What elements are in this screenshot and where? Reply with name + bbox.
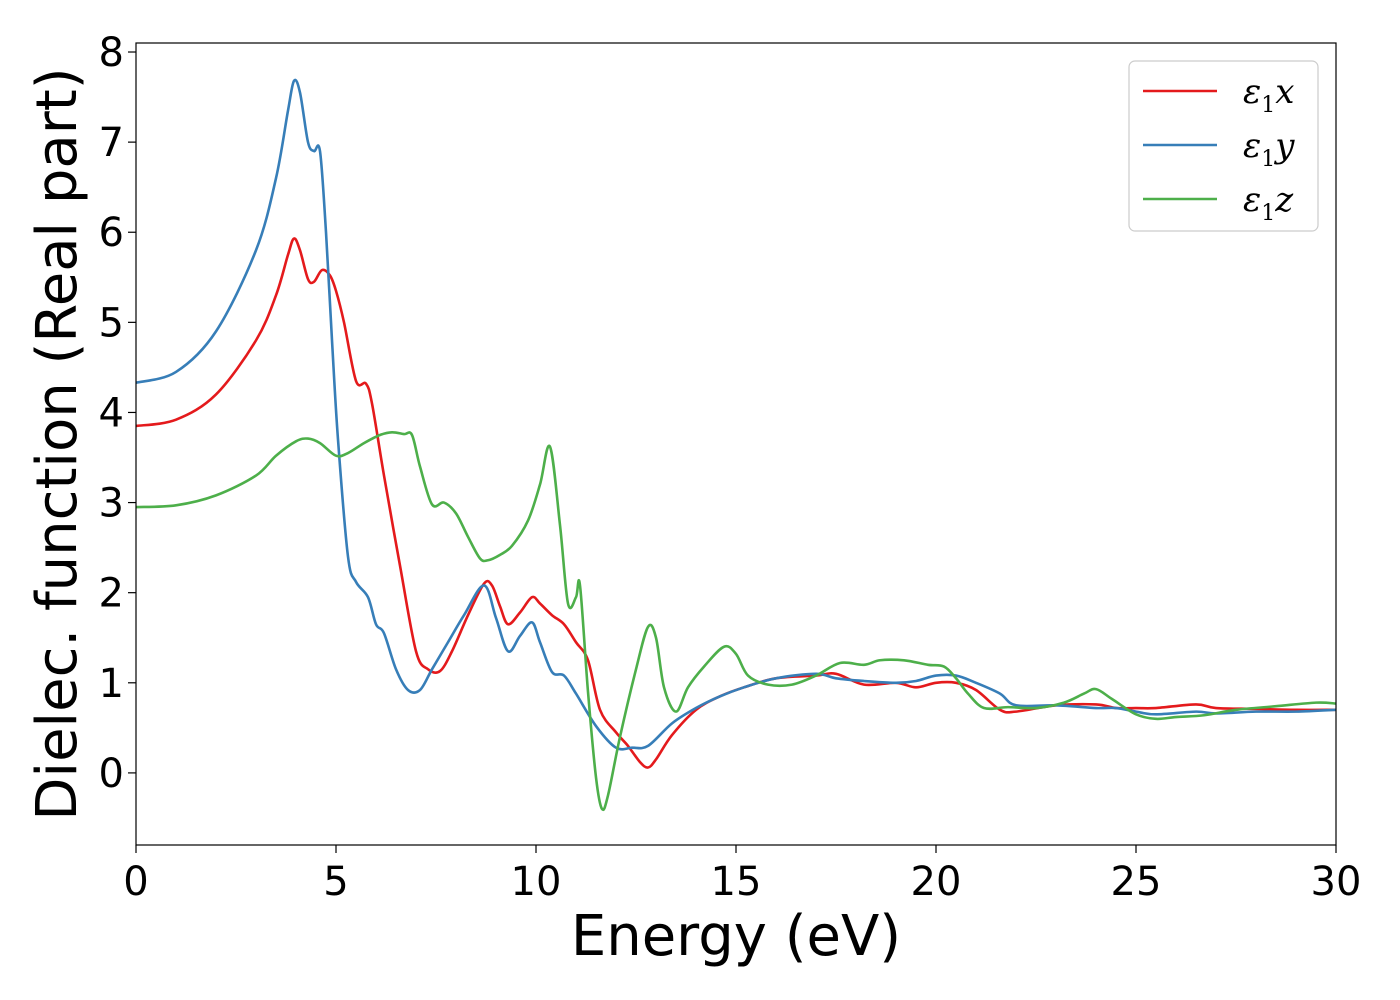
legend-label-sub: 1 — [1261, 93, 1275, 118]
legend-box — [1128, 60, 1319, 232]
y-tick-label: 5 — [99, 300, 124, 346]
x-tick-label: 20 — [911, 859, 962, 905]
legend-label-tail: x — [1275, 72, 1294, 112]
legend-label-sub: 1 — [1261, 201, 1275, 226]
legend-label-base: ε — [1243, 126, 1261, 166]
series-layer — [136, 78, 1336, 812]
legend-label-y: ε1y — [1243, 126, 1295, 172]
x-axis: 0 5 10 15 20 25 30 — [123, 845, 1361, 905]
legend-label-z: ε1z — [1243, 180, 1294, 226]
y-tick-label: 7 — [99, 120, 124, 166]
legend-label-tail: z — [1274, 180, 1294, 220]
y-tick-label: 4 — [99, 390, 124, 436]
legend-label-base: ε — [1243, 180, 1261, 220]
legend-label-tail: y — [1273, 126, 1295, 166]
x-axis-title: Energy (eV) — [571, 904, 901, 969]
x-tick-label: 25 — [1111, 859, 1162, 905]
y-tick-label: 2 — [99, 571, 124, 617]
x-tick-label: 0 — [123, 859, 148, 905]
x-tick-label: 15 — [711, 859, 762, 905]
x-tick-label: 5 — [323, 859, 348, 905]
y-tick-label: 8 — [99, 30, 124, 76]
x-tick-label: 30 — [1311, 859, 1362, 905]
legend-label-sub: 1 — [1261, 147, 1275, 172]
legend-label-base: ε — [1243, 72, 1261, 112]
y-tick-label: 0 — [99, 751, 124, 797]
y-tick-label: 3 — [99, 481, 124, 527]
y-axis: 0 1 2 3 4 5 6 7 8 — [99, 30, 136, 797]
x-tick-label: 10 — [511, 859, 562, 905]
y-tick-label: 6 — [99, 210, 124, 256]
y-tick-label: 1 — [99, 661, 124, 707]
y-axis-title: Dielec. function (Real part) — [25, 67, 90, 820]
legend-label-x: ε1x — [1243, 72, 1294, 118]
series-line-y — [136, 78, 1336, 751]
series-line-z — [136, 430, 1336, 812]
